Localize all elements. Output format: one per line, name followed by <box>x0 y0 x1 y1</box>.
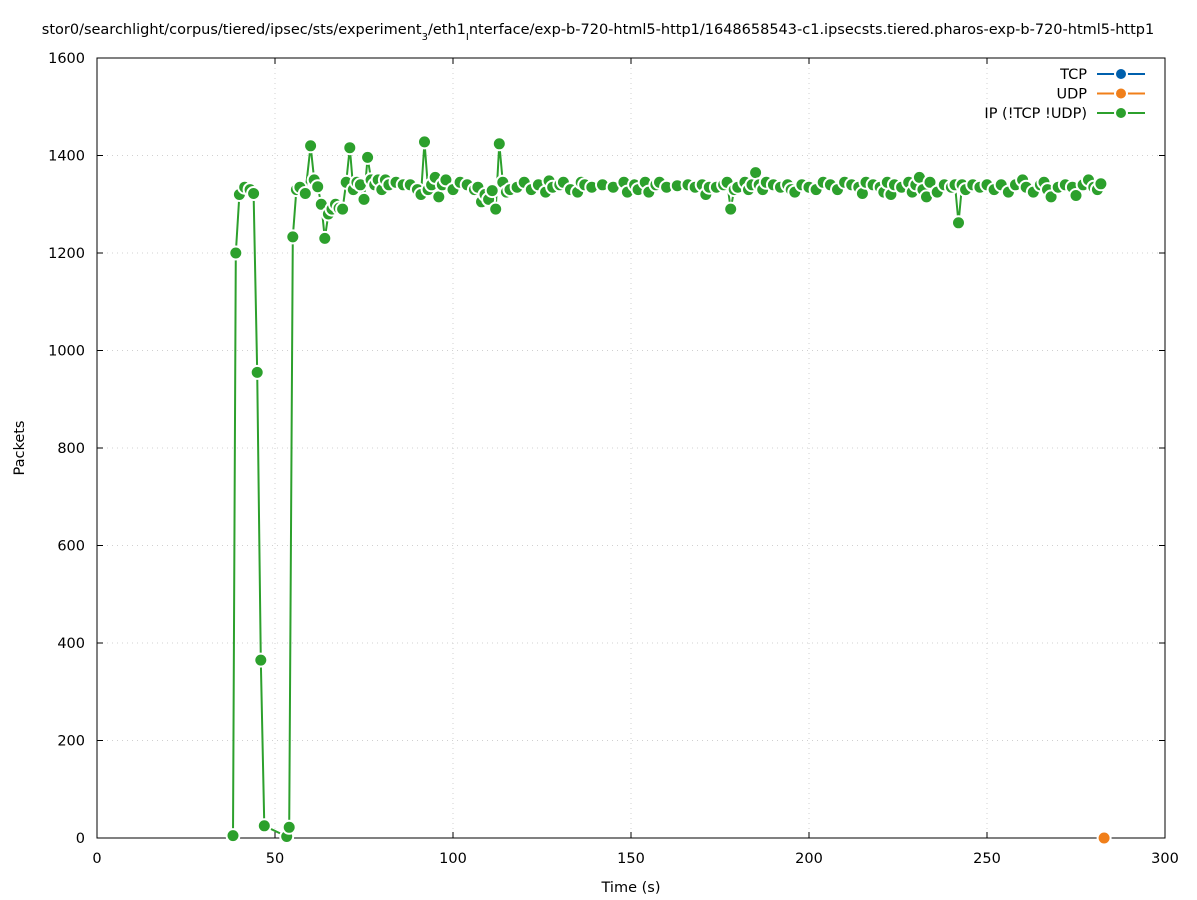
legend-label: UDP <box>1056 87 1087 103</box>
chart-title: stor0/searchlight/corpus/tiered/ipsec/st… <box>42 22 1154 43</box>
data-point <box>356 191 372 207</box>
x-tick-label: 300 <box>1151 851 1179 867</box>
y-tick-label: 1200 <box>48 246 85 262</box>
y-tick-label: 400 <box>57 636 85 652</box>
data-point <box>317 230 333 246</box>
legend-item: IP (!TCP !UDP) <box>984 106 1145 122</box>
y-tick-label: 200 <box>57 734 85 750</box>
axis-ticks: 0 50 100 150 200 250 300 0 200 400 600 800 1000 1200 1… <box>48 51 1179 867</box>
data-point <box>228 245 244 261</box>
data-point <box>484 183 500 199</box>
y-axis-label: Packets <box>12 421 28 476</box>
legend-label: TCP <box>1059 67 1087 83</box>
legend-label: IP (!TCP !UDP) <box>984 106 1087 122</box>
x-axis-label: Time (s) <box>601 880 661 896</box>
data-point <box>360 149 376 165</box>
chart-title-part: 3 <box>422 32 428 43</box>
data-point <box>1096 830 1112 846</box>
data-point <box>1093 176 1109 192</box>
series-line <box>232 140 1102 838</box>
x-tick-label: 200 <box>795 851 823 867</box>
legend-marker <box>1114 106 1128 120</box>
chart-title-part: /eth1 <box>428 22 466 38</box>
legend-marker <box>1114 86 1128 101</box>
data-point <box>438 172 454 188</box>
data-point <box>225 828 241 844</box>
series-layer <box>225 134 1112 846</box>
series-2 <box>225 134 1109 844</box>
legend-marker <box>1114 67 1128 81</box>
data-point <box>951 215 966 231</box>
chart-title-part: stor0/searchlight/corpus/tiered/ipsec/st… <box>42 22 422 38</box>
x-tick-label: 50 <box>266 851 284 867</box>
legend-item: TCP <box>1059 67 1145 83</box>
y-tick-label: 1000 <box>48 344 85 360</box>
data-point <box>342 140 358 156</box>
data-point <box>297 186 313 201</box>
data-point <box>491 136 507 152</box>
y-tick-label: 1600 <box>48 51 85 67</box>
y-tick-label: 600 <box>57 539 85 555</box>
data-point <box>748 165 764 181</box>
grid <box>97 58 1165 838</box>
chart-title-part: nterface/exp-b-720-html5-http1/164865854… <box>469 22 1154 38</box>
data-point <box>1043 189 1059 205</box>
legend: TCP UDP IP (!TCP !UDP) <box>984 67 1145 122</box>
x-tick-label: 100 <box>439 851 467 867</box>
x-tick-label: 0 <box>92 851 101 867</box>
data-point <box>310 179 326 195</box>
data-point <box>281 819 297 835</box>
y-tick-label: 0 <box>76 831 85 847</box>
data-point <box>246 186 262 201</box>
data-point <box>285 229 301 245</box>
data-point <box>303 138 319 154</box>
data-point <box>253 652 269 668</box>
data-point <box>1068 188 1084 203</box>
data-point <box>256 818 272 834</box>
legend-item: UDP <box>1056 86 1145 103</box>
data-point <box>431 189 447 205</box>
data-point <box>335 201 351 217</box>
data-point <box>922 174 938 190</box>
chart-title-part: I <box>466 32 469 43</box>
data-point <box>249 364 265 380</box>
data-point <box>488 201 504 217</box>
series-1 <box>1096 830 1112 846</box>
data-point <box>723 201 739 217</box>
x-tick-label: 150 <box>617 851 645 867</box>
y-tick-label: 800 <box>57 441 85 457</box>
x-tick-label: 250 <box>973 851 1001 867</box>
data-point <box>417 134 432 150</box>
y-tick-label: 1400 <box>48 149 85 165</box>
